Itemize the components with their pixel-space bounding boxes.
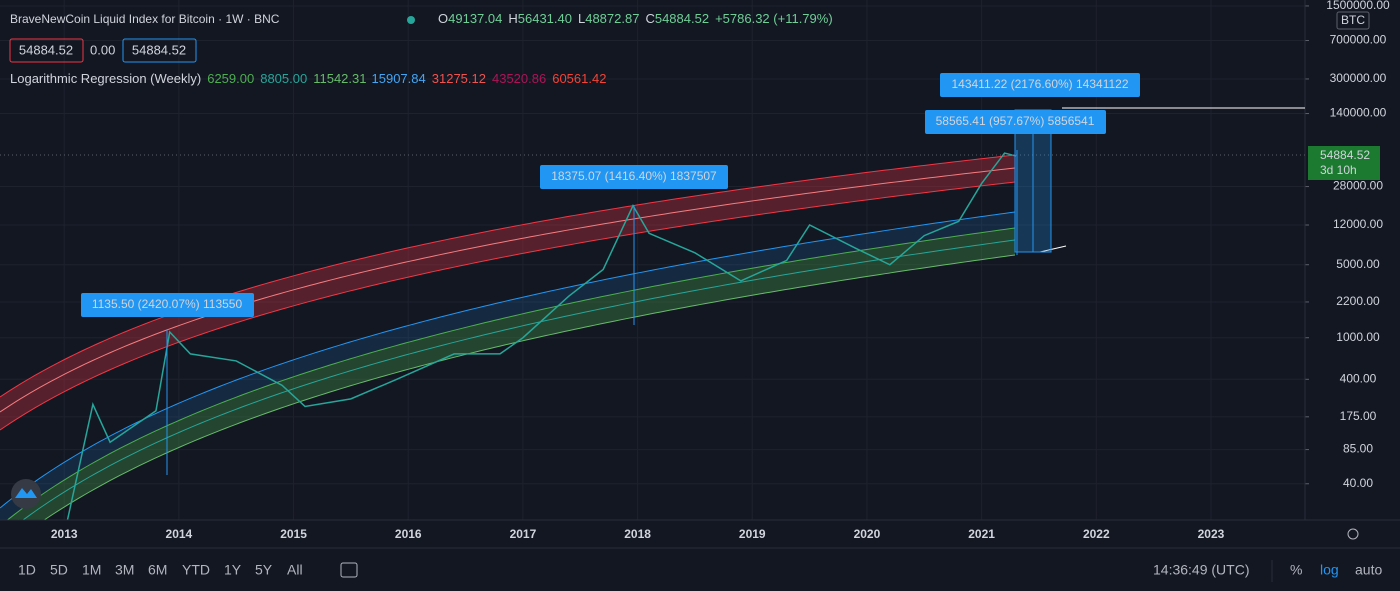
indicator-value: 11542.31 — [313, 71, 366, 86]
title: BraveNewCoin Liquid Index for Bitcoin · … — [10, 12, 280, 26]
range-button[interactable]: 3M — [115, 562, 134, 578]
ohlc-value: 56431.40 — [518, 11, 572, 26]
compare-icon[interactable] — [340, 562, 358, 578]
scale-option[interactable]: auto — [1355, 562, 1382, 578]
regression-line — [22, 239, 1016, 520]
price-box-text: 54884.52 — [19, 42, 73, 57]
toolbar: 14:36:49 (UTC) 1D 5D 1M 3M 6M YTD 1Y 5Y All% log a… — [18, 560, 1382, 582]
ohlc-label: H — [508, 11, 517, 26]
range-button[interactable]: 6M — [148, 562, 167, 578]
y-tick-label: 175.00 — [1340, 409, 1377, 423]
regression-line — [43, 254, 1016, 520]
y-tick-label: 1000.00 — [1336, 330, 1380, 344]
range-button[interactable]: 1Y — [224, 562, 242, 578]
indicator-value: 43520.86 — [492, 71, 546, 86]
y-tick-label: 5000.00 — [1336, 257, 1380, 271]
regression-line — [0, 167, 1016, 413]
ohlc-label: L — [578, 11, 585, 26]
annotation-box — [540, 165, 728, 189]
range-button[interactable]: YTD — [182, 562, 210, 578]
annotation: 18375.07 (1416.40%) 1837507 — [551, 169, 717, 183]
x-tick-label: 2018 — [624, 527, 651, 541]
last-price-box — [1308, 146, 1380, 180]
y-tick-label: 700000.00 — [1330, 33, 1387, 47]
x-tick-label: 2023 — [1198, 527, 1225, 541]
x-tick-label: 2022 — [1083, 527, 1110, 541]
ohlc-label: C — [645, 11, 654, 26]
ohlc-label: O — [438, 11, 448, 26]
logo-icon — [15, 488, 37, 498]
range-button[interactable]: 5D — [50, 562, 68, 578]
ohlc-value: 49137.04 — [448, 11, 502, 26]
price-box-text: 0.00 — [90, 42, 115, 57]
scale-option[interactable]: log — [1320, 562, 1339, 578]
band-fill — [7, 228, 1015, 520]
x-tick-label: 2020 — [854, 527, 881, 541]
regression-bands — [0, 154, 1016, 520]
x-tick-label: 2014 — [166, 527, 193, 541]
indicator-value: 8805.00 — [260, 71, 307, 86]
ohlc-change: +5786.32 (+11.79%) — [715, 11, 833, 26]
range-button[interactable]: 5Y — [255, 562, 273, 578]
measure-line — [1039, 245, 1067, 253]
price-box — [9, 38, 84, 63]
regression-line — [0, 211, 1016, 509]
annotation-box — [940, 73, 1140, 97]
y-tick-label: 400.00 — [1340, 371, 1377, 385]
clock: 14:36:49 (UTC) — [1153, 562, 1249, 578]
y-tick-label: 40.00 — [1343, 476, 1373, 490]
range-button[interactable]: All — [287, 562, 303, 578]
range-button[interactable]: 1M — [82, 562, 101, 578]
last-price: 54884.52 — [1320, 148, 1370, 162]
ohlc: O49137.04 H56431.40 L48872.87 C54884.52 +578… — [438, 11, 833, 26]
x-tick-label: 2013 — [51, 527, 78, 541]
regression-line — [6, 227, 1016, 520]
currency-box — [1336, 11, 1370, 30]
annotation: 1135.50 (2420.07%) 113550 — [92, 297, 243, 311]
y-tick-label: 300000.00 — [1330, 71, 1387, 85]
ohlc-value: 54884.52 — [655, 11, 709, 26]
x-tick-label: 2016 — [395, 527, 422, 541]
y-tick-label: 28000.00 — [1333, 179, 1383, 193]
currency: BTC — [1341, 13, 1365, 27]
y-tick-label: 2200.00 — [1336, 294, 1380, 308]
annotation: 143411.22 (2176.60%) 14341122 — [951, 77, 1128, 91]
annotation: 58565.41 (957.67%) 5856541 — [936, 114, 1095, 128]
indicator-value: 31275.12 — [432, 71, 486, 86]
range-button[interactable]: 1D — [18, 562, 36, 578]
indicator-legend: Logarithmic Regression (Weekly) 6259.00 88… — [10, 71, 606, 86]
scale-option[interactable]: % — [1290, 562, 1302, 578]
band-fill — [0, 155, 1015, 430]
x-tick-label: 2015 — [280, 527, 307, 541]
y-tick-label: 12000.00 — [1333, 217, 1383, 231]
x-tick-label: 2017 — [510, 527, 537, 541]
countdown: 3d 10h — [1320, 163, 1357, 177]
settings-icon[interactable] — [1347, 528, 1359, 540]
x-tick-label: 2021 — [968, 527, 995, 541]
ohlc-value: 48872.87 — [585, 11, 639, 26]
indicator-value: 60561.42 — [552, 71, 606, 86]
y-tick-label: 140000.00 — [1330, 106, 1387, 120]
indicator-value: 6259.00 — [207, 71, 254, 86]
regression-line — [0, 181, 1016, 431]
indicator-name: Logarithmic Regression (Weekly) — [10, 71, 201, 86]
x-tick-label: 2019 — [739, 527, 766, 541]
indicator-value: 15907.84 — [372, 71, 426, 86]
y-tick-label: 85.00 — [1343, 442, 1373, 456]
price-box — [122, 38, 197, 63]
y-tick-label: 1500000.00 — [1326, 0, 1390, 12]
annotation-box — [925, 110, 1106, 134]
annotation-box — [81, 293, 254, 317]
price-box-text: 54884.52 — [132, 42, 186, 57]
status-dot — [407, 16, 415, 24]
